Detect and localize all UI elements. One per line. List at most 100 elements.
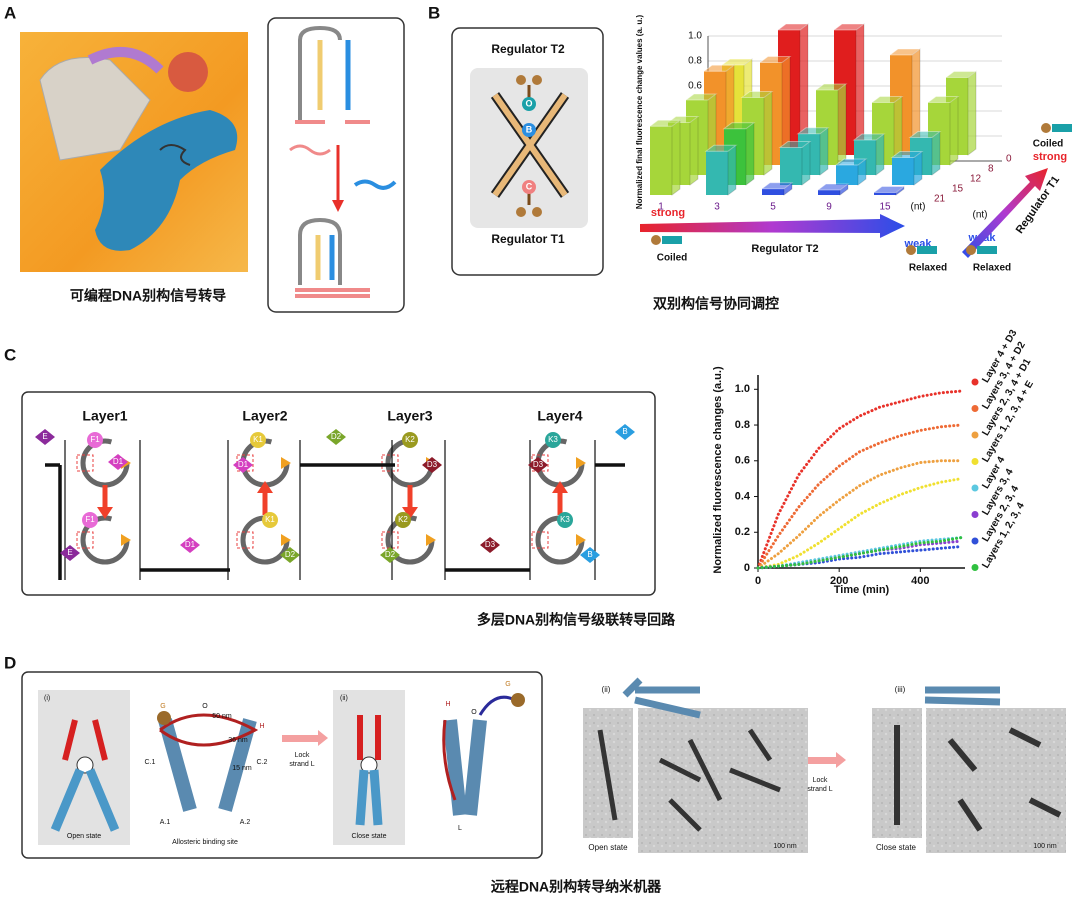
node [262,512,278,528]
illustration-helix [87,47,164,74]
arrow [800,757,836,764]
bar-top [722,122,756,130]
x-tick-label: 15 [879,202,891,213]
line-series [756,459,963,570]
site [522,123,536,137]
bar-top [796,127,830,135]
bar-side [763,90,773,176]
icon [1041,123,1051,133]
legend-marker [971,564,979,571]
diagram-label: Open state [67,833,101,840]
diagram-label: C.1 [145,759,156,766]
bar-front [706,151,728,195]
bar [778,140,812,186]
arrow-head [332,200,344,212]
site [381,454,399,472]
pivot [76,756,94,774]
clamp [576,457,586,469]
node [60,545,80,561]
diagram-label: Allosteric binding site [172,839,238,846]
x-tick-label: 5 [770,202,776,213]
bar-top [740,91,774,98]
clamp [121,534,131,546]
y-tick-label: 0.2 [735,526,750,538]
panel-letter: B [428,3,440,22]
series-tick-label: 21 [934,194,946,205]
node-label: D2 [331,432,342,441]
diagram-label: strand L [807,786,832,793]
bar-top [814,83,848,91]
node [422,457,442,473]
bar-side [671,119,681,196]
icon [906,245,916,255]
node-label: B [587,550,592,559]
bar-top [890,151,924,158]
y-tick-label: 0.4 [735,490,751,502]
particle [597,728,781,832]
node [480,537,500,553]
x-unit: (nt) [911,202,926,213]
diagram-label: (ii) [340,695,348,702]
panel-box [451,27,604,276]
diagram-label: O [202,703,208,710]
diagram-label: (ii) [602,685,611,694]
legend-marker [971,431,979,439]
node [87,432,103,448]
bar-top [778,141,812,148]
node [250,432,266,448]
icon [1052,124,1072,132]
bar-side [875,133,885,176]
node-label: D1 [185,540,196,549]
legend-marker [971,405,979,412]
bar [816,183,850,196]
z-axis-label: Normalized final fluorescence change val… [635,15,644,210]
clamp [281,534,291,546]
node-label: D3 [427,460,438,469]
origami-schematic [622,677,701,719]
caption: 可编程DNA别构信号转导 [70,288,226,304]
line-series [756,536,963,570]
bar-top [684,93,718,101]
node-label: K1 [253,435,263,444]
line-series [756,477,963,570]
bar-top [872,186,906,193]
diagram-label: Close state [876,843,917,852]
annotation: Coiled [1033,139,1064,150]
pliers [357,715,381,760]
annotation: strong [651,207,685,219]
layer-label: Layer4 [537,408,582,424]
y-tick-label: 1.0 [735,383,750,395]
bar-top [648,119,682,127]
bar-top [702,64,736,72]
icon [966,245,976,255]
bar [890,150,924,186]
node-label: D2 [385,550,396,559]
line-series [756,545,963,570]
site-label: O [525,98,532,108]
strand [478,695,516,716]
node [233,457,253,473]
bar [852,133,886,176]
node [380,547,400,563]
bar-side [949,95,959,166]
diagram-label: 36 nm [228,737,248,744]
y-tick-label: 0.8 [735,419,750,431]
node [528,457,548,473]
bar [834,158,868,186]
line-series [756,389,963,570]
x-tick-label: 1 [658,202,664,213]
node-label: B [622,427,627,436]
strand-loop [442,719,457,801]
x-axis-label: Time (min) [834,584,890,596]
node [557,512,573,528]
node-label: F1 [85,515,95,524]
strand [289,144,331,156]
legend-marker [971,378,979,386]
arrow-head [836,752,846,768]
diagram-label: Regulator T2 [491,42,565,56]
z-tick-label: 0.6 [688,81,702,92]
annotation: Coiled [657,253,688,264]
hairpin [298,25,342,120]
